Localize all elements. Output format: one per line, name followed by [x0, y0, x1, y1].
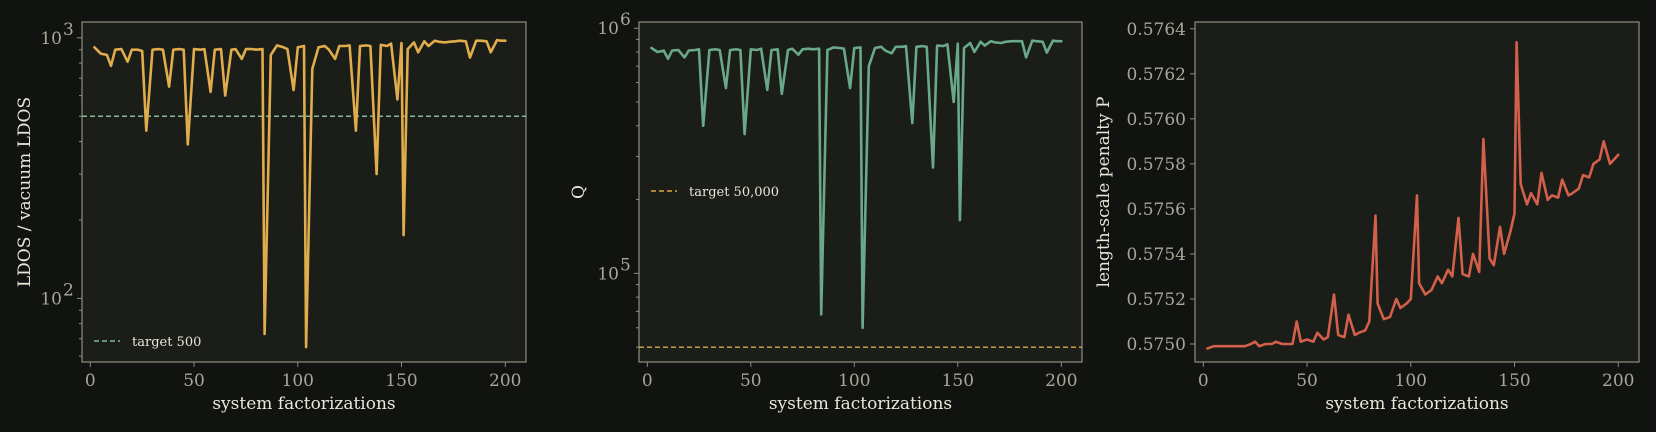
- series-line: [650, 39, 1063, 330]
- legend-label: target 500: [132, 335, 201, 350]
- x-tick-label: 50: [183, 371, 205, 391]
- y-tick-label: 10: [40, 29, 62, 49]
- y-tick-label: 10: [597, 19, 619, 39]
- x-tick-label: 200: [1602, 371, 1634, 391]
- x-tick-label: 200: [489, 371, 521, 391]
- x-tick-label: 50: [1296, 371, 1318, 391]
- x-tick-label: 50: [740, 371, 762, 391]
- y-axis-label: LDOS / vacuum LDOS: [15, 97, 35, 287]
- x-axis-label: system factorizations: [212, 394, 395, 414]
- y-tick-label: 0.5754: [1127, 245, 1186, 265]
- x-tick-label: 150: [385, 371, 417, 391]
- x-tick-label: 0: [1198, 371, 1209, 391]
- x-tick-label: 150: [942, 371, 974, 391]
- y-tick-label: 0.5764: [1127, 20, 1186, 40]
- y-axis-label: length-scale penalty P: [1094, 97, 1114, 288]
- x-tick-label: 100: [282, 371, 314, 391]
- series-line: [1206, 40, 1620, 350]
- y-tick-label: 0.5760: [1127, 110, 1186, 130]
- legend-label: target 50,000: [689, 185, 779, 200]
- x-tick-label: 0: [642, 371, 653, 391]
- y-tick-label: 0.5750: [1127, 335, 1186, 355]
- y-tick-exponent: 3: [63, 20, 74, 40]
- y-tick-label: 0.5756: [1127, 200, 1186, 220]
- x-tick-label: 100: [838, 371, 870, 391]
- y-tick-exponent: 5: [620, 255, 631, 275]
- x-axis-label: system factorizations: [1325, 394, 1508, 414]
- x-tick-label: 100: [1395, 371, 1427, 391]
- y-tick-label: 0.5758: [1127, 155, 1186, 175]
- y-tick-exponent: 2: [63, 280, 74, 300]
- y-tick-label: 10: [597, 264, 619, 284]
- y-tick-exponent: 6: [620, 10, 631, 30]
- plot-frame: [1194, 21, 1640, 363]
- x-axis-label: system factorizations: [769, 394, 952, 414]
- x-tick-label: 200: [1045, 371, 1077, 391]
- series-line: [93, 38, 507, 349]
- x-tick-label: 0: [85, 371, 96, 391]
- x-tick-label: 150: [1498, 371, 1530, 391]
- y-tick-label: 0.5762: [1127, 65, 1186, 85]
- y-tick-label: 0.5752: [1127, 290, 1186, 310]
- y-axis-label: Q: [569, 185, 589, 199]
- y-tick-label: 10: [40, 289, 62, 309]
- length-penalty-panel: 0 50 100 150 200 0.5750 0.5752 0.5754 0.5756 0.57…: [1094, 20, 1640, 414]
